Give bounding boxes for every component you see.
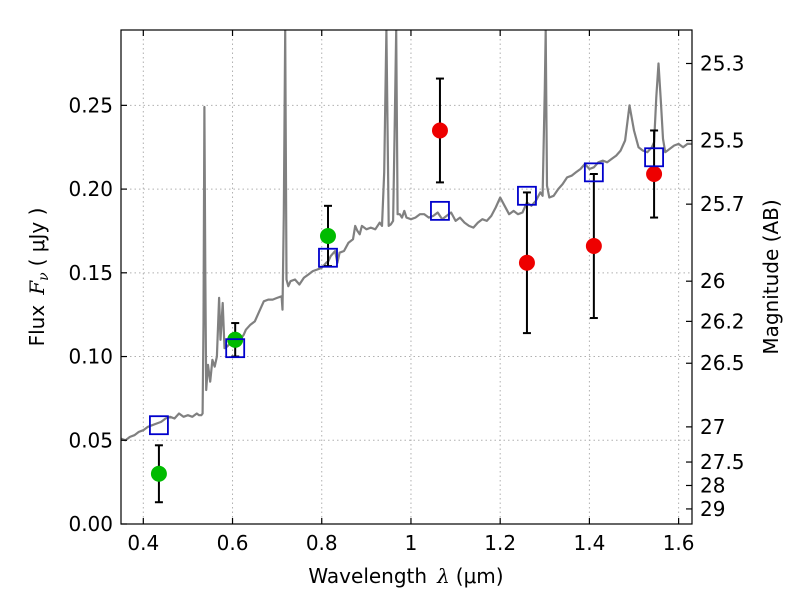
x-axis-label: Wavelength λ (μm) — [308, 564, 503, 588]
y2-tick-label: 29 — [700, 497, 725, 521]
x-tick-label: 1 — [405, 531, 418, 555]
y2-axis-label: Magnitude (AB) — [759, 199, 783, 354]
model-square — [430, 200, 450, 221]
model-square — [318, 247, 338, 268]
photometry-points — [149, 77, 664, 504]
y-axis-label: FluxFν( μJy ) — [25, 208, 52, 347]
model-square — [517, 185, 537, 206]
x-tick-label: 1.6 — [663, 531, 695, 555]
y2-tick-label: 26.2 — [700, 309, 745, 333]
y-tick-label: 0.05 — [68, 428, 113, 452]
y2-tick-label: 27.5 — [700, 450, 745, 474]
x-tick-label: 1.4 — [573, 531, 605, 555]
y2-tick-label: 28 — [700, 473, 725, 497]
model-square — [644, 147, 664, 168]
x-tick-label: 0.6 — [217, 531, 249, 555]
y-tick-label: 0.10 — [68, 345, 113, 369]
x-tick-label: 0.8 — [306, 531, 338, 555]
y2-tick-label: 25.5 — [700, 129, 745, 153]
spectrum — [121, 30, 692, 442]
model-square — [149, 415, 169, 436]
axis-ticks: 0.4 0.6 0.8 1 1.2 1.4 1.6 0.00 0.05 0.10 0.15 0.20 0… — [68, 30, 745, 555]
x-tick-label: 0.4 — [127, 531, 159, 555]
y2-tick-label: 26.5 — [700, 351, 745, 375]
y-tick-label: 0.00 — [68, 512, 113, 536]
y2-tick-label: 25.7 — [700, 192, 745, 216]
y2-tick-label: 25.3 — [700, 51, 745, 75]
y2-tick-label: 27 — [700, 415, 725, 439]
green-point — [150, 465, 167, 482]
y-tick-label: 0.25 — [68, 93, 113, 117]
y2-tick-label: 26 — [700, 269, 725, 293]
model-square — [583, 162, 604, 183]
red-point — [585, 238, 602, 255]
y-tick-label: 0.15 — [68, 261, 113, 285]
y-tick-label: 0.20 — [68, 177, 113, 201]
red-point — [646, 166, 663, 183]
spectrum-line — [121, 30, 692, 442]
red-point — [431, 122, 448, 139]
x-tick-label: 1.2 — [484, 531, 516, 555]
green-point — [319, 227, 336, 244]
plot-frame — [120, 29, 693, 525]
red-point — [518, 254, 535, 271]
grid — [121, 30, 692, 525]
model-square — [225, 338, 246, 359]
